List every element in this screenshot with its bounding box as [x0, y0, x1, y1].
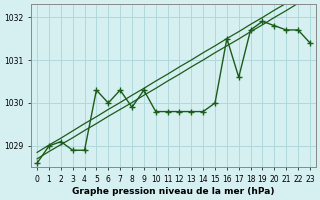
- X-axis label: Graphe pression niveau de la mer (hPa): Graphe pression niveau de la mer (hPa): [72, 187, 275, 196]
